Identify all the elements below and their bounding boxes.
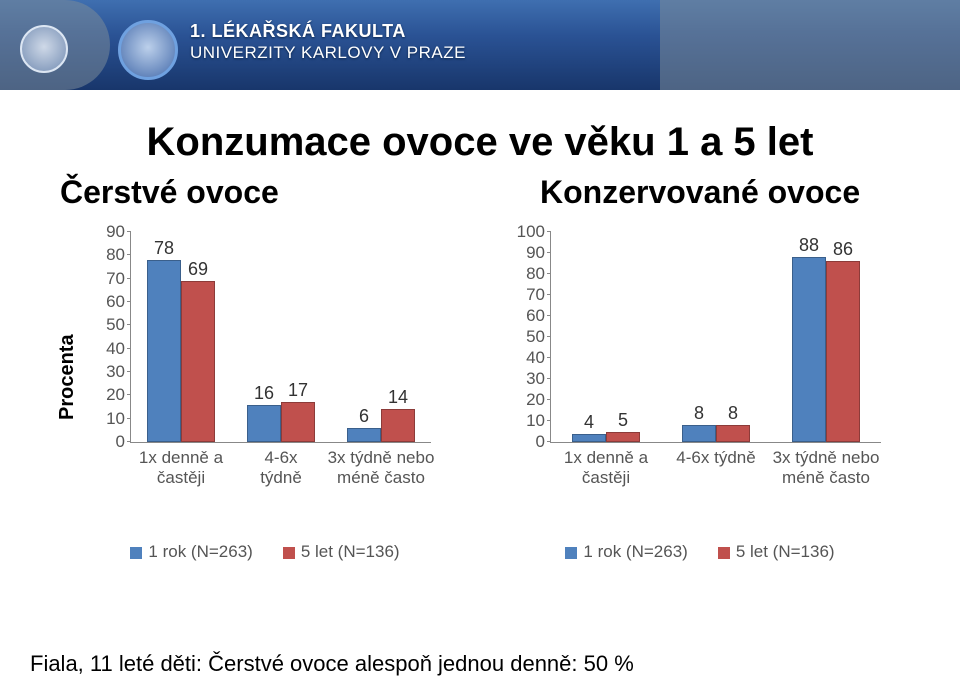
banner-text: 1. LÉKAŘSKÁ FAKULTA UNIVERZITY KARLOVY V… bbox=[190, 20, 466, 64]
bar: 8 bbox=[682, 425, 716, 442]
legend-label: 5 let (N=136) bbox=[301, 542, 400, 561]
plot-area-left: 010203040506070809078691x denně a častěj… bbox=[130, 232, 431, 443]
category-label: 4-6x týdně bbox=[666, 442, 766, 468]
faculty-seal-icon bbox=[118, 20, 178, 80]
category-label: 1x denně a častěji bbox=[554, 442, 658, 488]
category-label: 3x týdně nebo méně často bbox=[771, 442, 881, 488]
y-tick: 50 bbox=[106, 315, 131, 335]
bar-value-label: 14 bbox=[382, 387, 414, 410]
legend-label: 5 let (N=136) bbox=[736, 542, 835, 561]
bar: 6 bbox=[347, 428, 381, 442]
banner-photo-right bbox=[660, 0, 960, 90]
bar-value-label: 8 bbox=[717, 403, 749, 426]
y-tick: 30 bbox=[526, 369, 551, 389]
chart-canned-fruit: 0102030405060708090100451x denně a častě… bbox=[510, 220, 920, 570]
y-tick: 40 bbox=[526, 348, 551, 368]
legend-item: 1 rok (N=263) bbox=[130, 542, 252, 562]
bar: 86 bbox=[826, 261, 860, 442]
legend-right: 1 rok (N=263) 5 let (N=136) bbox=[550, 542, 880, 562]
legend-swatch bbox=[283, 547, 295, 559]
plot-area-right: 0102030405060708090100451x denně a častě… bbox=[550, 232, 881, 443]
bar-value-label: 88 bbox=[793, 235, 825, 258]
legend-item: 1 rok (N=263) bbox=[565, 542, 687, 562]
bar-value-label: 16 bbox=[248, 383, 280, 406]
bar: 17 bbox=[281, 402, 315, 442]
category-label: 4-6x týdně bbox=[246, 442, 316, 488]
bar: 8 bbox=[716, 425, 750, 442]
y-tick: 60 bbox=[526, 306, 551, 326]
header-banner: 1. LÉKAŘSKÁ FAKULTA UNIVERZITY KARLOVY V… bbox=[0, 0, 960, 90]
y-tick: 0 bbox=[116, 432, 131, 452]
y-tick: 70 bbox=[106, 269, 131, 289]
legend-swatch bbox=[718, 547, 730, 559]
bar-value-label: 4 bbox=[573, 412, 605, 435]
bar-value-label: 17 bbox=[282, 380, 314, 403]
y-tick: 100 bbox=[517, 222, 551, 242]
bar-value-label: 5 bbox=[607, 410, 639, 433]
bar: 14 bbox=[381, 409, 415, 442]
bar-value-label: 8 bbox=[683, 403, 715, 426]
bar-value-label: 69 bbox=[182, 259, 214, 282]
y-tick: 10 bbox=[106, 409, 131, 429]
y-tick: 0 bbox=[536, 432, 551, 452]
slide-title: Konzumace ovoce ve věku 1 a 5 let bbox=[0, 120, 960, 165]
legend-swatch bbox=[565, 547, 577, 559]
bar-value-label: 86 bbox=[827, 239, 859, 262]
university-seal-icon bbox=[20, 25, 68, 73]
category-label: 1x denně a častěji bbox=[133, 442, 229, 488]
chart-fresh-fruit: Procenta 010203040506070809078691x denně… bbox=[60, 220, 460, 570]
legend-label: 1 rok (N=263) bbox=[148, 542, 252, 561]
y-tick: 20 bbox=[106, 385, 131, 405]
bar-value-label: 6 bbox=[348, 406, 380, 429]
y-tick: 50 bbox=[526, 327, 551, 347]
banner-line2: UNIVERZITY KARLOVY V PRAZE bbox=[190, 42, 466, 64]
y-axis-label: Procenta bbox=[56, 334, 79, 420]
legend-left: 1 rok (N=263) 5 let (N=136) bbox=[130, 542, 430, 562]
y-tick: 90 bbox=[526, 243, 551, 263]
bar: 5 bbox=[606, 432, 640, 443]
bar: 88 bbox=[792, 257, 826, 442]
legend-swatch bbox=[130, 547, 142, 559]
legend-label: 1 rok (N=263) bbox=[583, 542, 687, 561]
banner-line1: 1. LÉKAŘSKÁ FAKULTA bbox=[190, 20, 466, 42]
legend-item: 5 let (N=136) bbox=[718, 542, 835, 562]
y-tick: 60 bbox=[106, 292, 131, 312]
y-tick: 80 bbox=[526, 264, 551, 284]
y-tick: 70 bbox=[526, 285, 551, 305]
y-tick: 30 bbox=[106, 362, 131, 382]
category-label: 3x týdně nebo méně často bbox=[326, 442, 436, 488]
slide-content: Konzumace ovoce ve věku 1 a 5 let Čerstv… bbox=[0, 90, 960, 691]
y-tick: 20 bbox=[526, 390, 551, 410]
y-tick: 90 bbox=[106, 222, 131, 242]
bar: 4 bbox=[572, 434, 606, 442]
bar: 69 bbox=[181, 281, 215, 442]
bar: 16 bbox=[247, 405, 281, 442]
bar-value-label: 78 bbox=[148, 238, 180, 261]
y-tick: 80 bbox=[106, 245, 131, 265]
bar: 78 bbox=[147, 260, 181, 442]
footnote: Fiala, 11 leté děti: Čerstvé ovoce alesp… bbox=[30, 651, 634, 677]
legend-item: 5 let (N=136) bbox=[283, 542, 400, 562]
y-tick: 10 bbox=[526, 411, 551, 431]
right-subtitle: Konzervované ovoce bbox=[540, 174, 860, 211]
y-tick: 40 bbox=[106, 339, 131, 359]
left-subtitle: Čerstvé ovoce bbox=[60, 174, 279, 211]
